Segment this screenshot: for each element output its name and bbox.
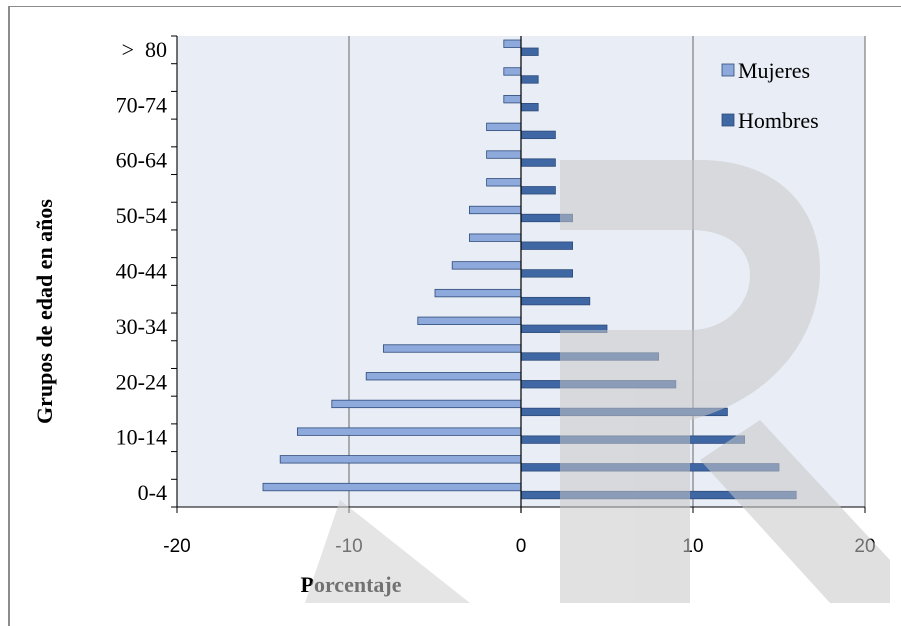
y-tick-label: 60-64 [116, 148, 167, 173]
bar-mujeres [503, 95, 522, 104]
y-tick-label: 40-44 [116, 259, 167, 284]
bar-hombres [520, 296, 591, 306]
bar-mujeres [451, 261, 522, 270]
bar-mujeres [331, 399, 522, 409]
bar-mujeres [486, 122, 522, 132]
y-tick-label: 0-4 [138, 480, 167, 505]
bar-mujeres [262, 482, 522, 492]
bar-mujeres [365, 372, 522, 381]
bar-mujeres [468, 233, 522, 242]
y-tick-label: > 80 [122, 37, 167, 62]
watermark-shape [700, 420, 890, 603]
bar-mujeres [382, 344, 522, 353]
legend-swatch-mujeres [721, 63, 735, 77]
bar-hombres [520, 241, 573, 250]
y-axis-title: Grupos de edad en años [32, 199, 57, 424]
bar-hombres [520, 103, 539, 112]
watermark-shape [305, 500, 470, 603]
y-tick-label: 20-24 [116, 369, 167, 394]
legend-label-mujeres: Mujeres [738, 58, 810, 83]
bar-mujeres [486, 150, 522, 159]
y-tick-label: 30-34 [116, 314, 167, 339]
bar-hombres [520, 158, 556, 167]
x-tick-label: 0 [516, 536, 527, 557]
bar-mujeres [434, 288, 522, 298]
y-tick-label: 70-74 [116, 92, 167, 117]
bar-mujeres [417, 316, 522, 325]
bar-hombres [520, 47, 539, 56]
legend-label-hombres: Hombres [738, 108, 819, 133]
y-tick-label: 10-14 [116, 425, 167, 450]
bar-mujeres [468, 205, 522, 215]
bar-hombres [520, 269, 573, 278]
bar-mujeres [503, 39, 522, 48]
bar-hombres [520, 130, 556, 140]
bar-mujeres [296, 427, 522, 436]
legend-swatch-hombres [721, 113, 735, 127]
x-tick-label: -20 [163, 536, 190, 557]
bar-mujeres [279, 455, 522, 464]
watermark-shape [560, 160, 820, 603]
chart-frame [8, 6, 901, 626]
bar-hombres [520, 186, 556, 195]
y-tick-label: 50-54 [116, 203, 167, 228]
bar-mujeres [486, 178, 522, 187]
bar-hombres [520, 75, 539, 84]
watermark-logo [305, 160, 890, 603]
bar-mujeres [503, 67, 522, 76]
population-pyramid-chart: -20-10010200-410-1420-2430-3440-4450-546… [32, 35, 890, 603]
